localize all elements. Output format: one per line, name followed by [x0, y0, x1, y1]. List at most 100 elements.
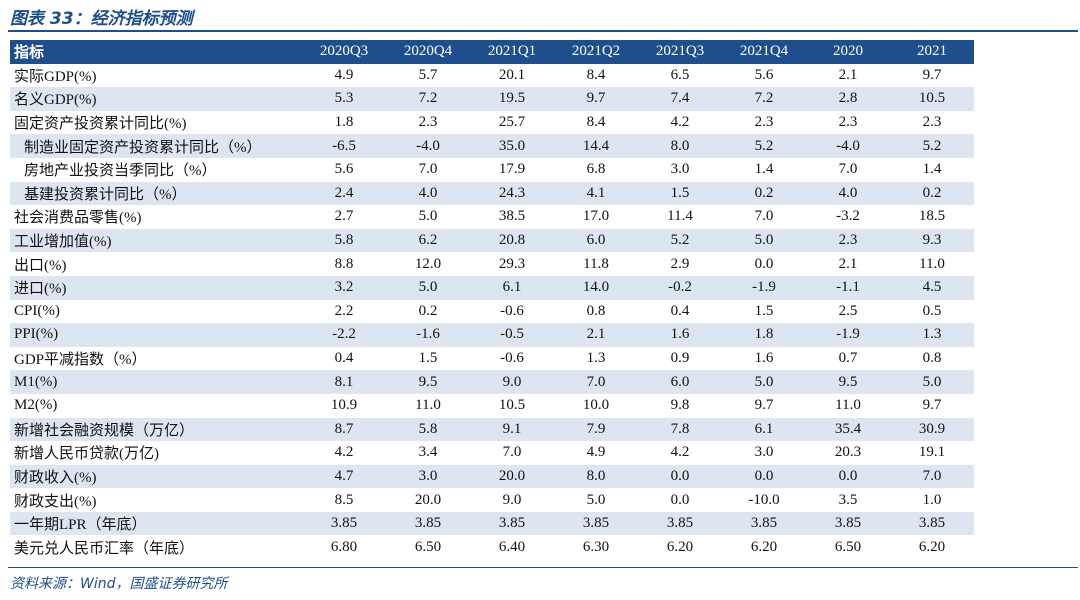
table-cell: -3.2	[836, 208, 860, 225]
table-cell: 35.4	[834, 420, 862, 437]
table-row: 一年期LPR（年底） 3.85 3.85 3.85 3.85 3.85 3.85 3.85 3.…	[10, 511, 974, 536]
table-cell: 17.9	[498, 161, 526, 178]
table-cell: 3.85	[834, 515, 862, 532]
table-cell: 3.85	[414, 515, 442, 532]
table-cell: 4.5	[922, 279, 942, 296]
table-cell: -0.5	[500, 326, 524, 343]
table-cell: 1.5	[754, 302, 774, 319]
row-label: 一年期LPR（年底）	[14, 517, 147, 534]
table-cell: 6.1	[502, 279, 522, 296]
table-cell: 5.2	[670, 232, 690, 249]
table-cell: 0.0	[670, 491, 690, 508]
table-cell: 6.0	[670, 373, 690, 390]
title-divider	[8, 30, 1078, 32]
row-label: 名义GDP(%)	[14, 92, 97, 109]
table-cell: 5.7	[418, 66, 438, 83]
table-cell: 5.3	[334, 90, 354, 107]
source-note: 资料来源：Wind，国盛证券研究所	[10, 576, 228, 592]
table-cell: 9.0	[502, 491, 522, 508]
table-cell: 35.0	[498, 137, 526, 154]
table-cell: 1.6	[754, 350, 774, 367]
table-cell: 1.3	[586, 350, 606, 367]
table-cell: 0.8	[586, 302, 606, 319]
table-cell: -0.6	[500, 350, 524, 367]
table-cell: 9.7	[754, 397, 774, 414]
table-cell: 20.0	[414, 491, 442, 508]
table-cell: 17.0	[582, 208, 610, 225]
table-cell: 0.5	[922, 302, 942, 319]
row-label: 社会消费品零售(%)	[14, 210, 142, 227]
table-cell: 1.0	[922, 491, 942, 508]
table-cell: 7.0	[838, 161, 858, 178]
table-cell: 7.0	[754, 208, 774, 225]
indicator-table: 指标 2020Q3 2020Q4 2021Q1 2021Q2 2021Q3 20…	[10, 40, 974, 559]
table-row: 出口(%) 8.8 12.0 29.3 11.8 2.9 0.0 2.1 11.0	[10, 252, 974, 276]
table-cell: 2.7	[334, 208, 354, 225]
table-cell: 9.1	[502, 420, 522, 437]
table-cell: 9.7	[922, 397, 942, 414]
table-cell: 6.5	[670, 66, 690, 83]
table-cell: 0.2	[754, 184, 774, 201]
table-row: 进口(%) 3.2 5.0 6.1 14.0 -0.2 -1.9 -1.1 4.5	[10, 275, 974, 300]
table-cell: 2.3	[838, 232, 858, 249]
table-cell: 0.2	[418, 302, 438, 319]
table-row: M2(%) 10.9 11.0 10.5 10.0 9.8 9.7 11.0 9.7	[10, 394, 974, 418]
row-label: 实际GDP(%)	[14, 68, 97, 85]
table-cell: 5.0	[418, 208, 438, 225]
table-cell: 8.0	[670, 137, 690, 154]
table-cell: 20.8	[498, 232, 526, 249]
table-cell: 6.50	[414, 538, 442, 555]
table-cell: 9.8	[670, 397, 690, 414]
table-cell: 6.0	[586, 232, 606, 249]
table-cell: 3.85	[666, 515, 694, 532]
table-header-row: 指标 2020Q3 2020Q4 2021Q1 2021Q2 2021Q3 20…	[10, 40, 974, 64]
table-cell: 8.1	[334, 373, 354, 390]
table-cell: 4.7	[334, 467, 354, 484]
table-cell: 9.3	[922, 232, 942, 249]
table-cell: 5.0	[922, 373, 942, 390]
table-cell: 10.5	[498, 397, 526, 414]
row-label: CPI(%)	[14, 302, 60, 319]
row-label: 固定资产投资累计同比(%)	[14, 116, 187, 133]
header-col: 2021	[890, 40, 974, 64]
table-cell: 6.8	[586, 161, 606, 178]
table-cell: 10.0	[582, 397, 610, 414]
table-cell: 20.3	[834, 444, 862, 461]
table-cell: 1.4	[754, 161, 774, 178]
table-cell: 8.0	[586, 467, 606, 484]
table-cell: 8.5	[334, 491, 354, 508]
table-cell: 7.0	[586, 373, 606, 390]
table-cell: 2.1	[586, 326, 606, 343]
table-cell: 30.9	[918, 420, 946, 437]
table-cell: 14.0	[582, 279, 610, 296]
row-label: 工业增加值(%)	[14, 234, 112, 251]
table-cell: 0.4	[670, 302, 690, 319]
table-cell: 10.5	[918, 90, 946, 107]
table-cell: 18.5	[918, 208, 946, 225]
table-cell: 11.8	[583, 255, 609, 272]
table-cell: -4.0	[416, 137, 440, 154]
table-cell: 0.0	[754, 467, 774, 484]
row-label: 进口(%)	[14, 281, 67, 298]
row-label: 新增人民币贷款(万亿)	[14, 446, 159, 463]
table-cell: 11.0	[919, 255, 945, 272]
table-cell: -2.2	[332, 326, 356, 343]
table-cell: 8.4	[586, 66, 606, 83]
table-cell: 6.20	[666, 538, 694, 555]
table-cell: 24.3	[498, 184, 526, 201]
table-cell: 1.4	[922, 161, 942, 178]
table-cell: 38.5	[498, 208, 526, 225]
row-label: 新增社会融资规模（万亿）	[14, 422, 195, 439]
table-cell: 20.0	[498, 467, 526, 484]
table-row: 房地产业投资当季同比（%） 5.6 7.0 17.9 6.8 3.0 1.4 7.0 1.4	[10, 158, 974, 182]
row-label: 基建投资累计同比（%）	[24, 186, 187, 203]
table-cell: 4.9	[334, 66, 354, 83]
table-cell: 0.7	[838, 350, 858, 367]
table-row: 财政收入(%) 4.7 3.0 20.0 8.0 0.0 0.0 0.0 7.0	[10, 464, 974, 489]
table-row: PPI(%) -2.2 -1.6 -0.5 2.1 1.6 1.8 -1.9 1.3	[10, 323, 974, 347]
table-cell: 5.6	[334, 161, 354, 178]
table-cell: 6.40	[498, 538, 526, 555]
table-cell: -1.1	[836, 279, 860, 296]
row-label: 财政收入(%)	[14, 469, 97, 486]
table-body: 实际GDP(%) 4.9 5.7 20.1 8.4 6.5 5.6 2.1 9.7 名义GDP(%…	[10, 64, 974, 559]
